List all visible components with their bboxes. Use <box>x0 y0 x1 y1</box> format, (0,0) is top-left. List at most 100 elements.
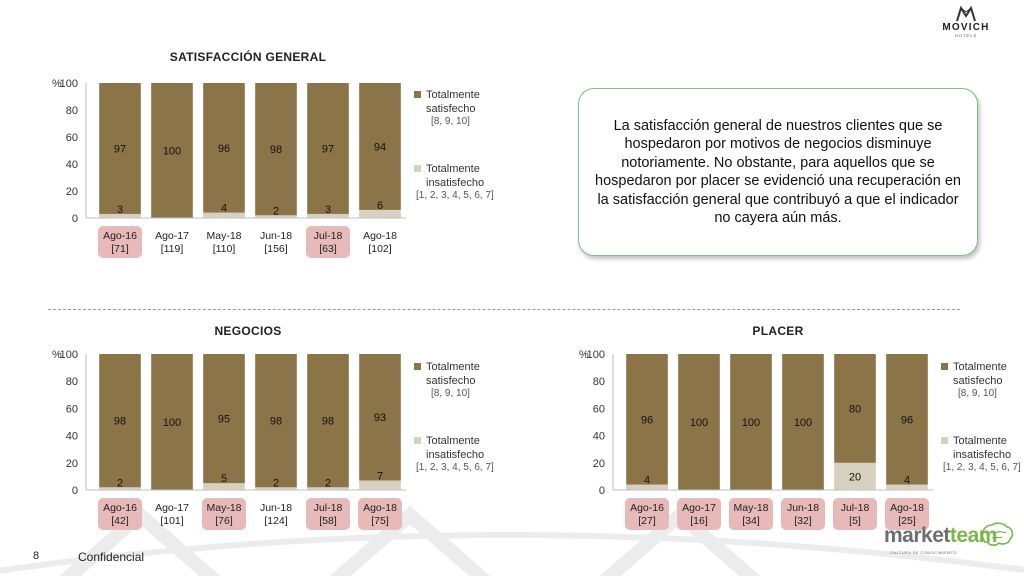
insight-callout: La satisfacción general de nuestros clie… <box>578 88 978 256</box>
x-tick-base: [42] <box>111 515 129 527</box>
movich-logo: MOVICH HOTELS <box>942 6 990 38</box>
y-tick-label: 0 <box>599 485 605 497</box>
data-label-satisfied: 100 <box>690 417 708 429</box>
legend-swatch-satisfied <box>414 91 421 98</box>
bar-satisfied <box>99 354 141 488</box>
x-tick-base: [124] <box>264 515 287 527</box>
data-label-unsatisfied: 2 <box>117 477 123 489</box>
data-label-satisfied: 97 <box>322 143 334 155</box>
x-tick-base: [102] <box>368 243 391 255</box>
y-tick-label: 0 <box>72 485 78 497</box>
data-label-satisfied: 100 <box>163 417 181 429</box>
x-tick-base: [75] <box>371 515 389 527</box>
category-highlight <box>833 498 877 530</box>
bar-satisfied <box>203 354 245 484</box>
data-label-satisfied: 96 <box>641 414 653 426</box>
y-tick-label: 100 <box>587 349 605 361</box>
chart-negocios: NEGOCIOS 0 20 40 60 80 100% 98 2 Ago-16 [42] 100 Ag… <box>0 312 520 540</box>
insight-text: La satisfacción general de nuestros clie… <box>595 117 961 227</box>
legend-scale-unsatisfied: [1, 2, 3, 4, 5, 6, 7] <box>416 462 494 473</box>
data-label-unsatisfied: 5 <box>221 473 227 485</box>
x-tick-label: Ago-17 <box>155 230 189 242</box>
legend-label-satisfied: Totalmente <box>426 89 480 101</box>
data-label-satisfied: 93 <box>374 412 386 424</box>
bar-unsatisfied <box>307 487 349 490</box>
data-label-unsatisfied: 6 <box>377 200 383 212</box>
bar-satisfied <box>730 354 772 490</box>
y-tick-label: 60 <box>66 403 78 415</box>
x-tick-base: [27] <box>638 515 656 527</box>
x-tick-base: [16] <box>690 515 708 527</box>
section-divider <box>48 309 960 310</box>
y-tick-label: 40 <box>66 159 78 171</box>
chart-plot: 0 20 40 60 80 100% 97 3 Ago-16[71] 100 Ago-17[119]… <box>52 78 494 258</box>
y-tick-label: 40 <box>66 431 78 443</box>
legend-swatch-satisfied <box>414 363 421 370</box>
data-label-satisfied: 97 <box>114 143 126 155</box>
x-tick-label: Ago-17 <box>682 502 716 514</box>
y-tick-label: 40 <box>593 431 605 443</box>
category-highlight <box>358 498 402 530</box>
bar-unsatisfied <box>255 215 297 218</box>
y-tick-label: 80 <box>66 105 78 117</box>
legend-label-unsatisfied: insatisfecho <box>426 177 484 189</box>
brain-icon <box>981 522 1014 546</box>
legend-label-unsatisfied: Totalmente <box>426 163 480 175</box>
data-label-satisfied: 98 <box>270 144 282 156</box>
legend-label-unsatisfied: Totalmente <box>953 435 1007 447</box>
category-highlight <box>781 498 825 530</box>
bar-satisfied <box>359 354 401 481</box>
legend-scale-satisfied: [8, 9, 10] <box>958 388 997 399</box>
bar-unsatisfied <box>99 213 141 218</box>
bar-satisfied <box>359 83 401 210</box>
brand-name: MOVICH <box>942 22 990 33</box>
x-tick-label: Ago-16 <box>103 230 137 242</box>
wordmark-part-market: market <box>884 524 950 547</box>
x-tick-label: May-18 <box>733 502 768 514</box>
data-label-unsatisfied: 4 <box>644 475 650 487</box>
legend-swatch-unsatisfied <box>414 437 421 444</box>
chart-plot: 0 20 40 60 80 100% 98 2 Ago-16[42] 100 Ago-17[101]… <box>52 349 494 530</box>
data-label-unsatisfied: 2 <box>325 477 331 489</box>
chart-title: NEGOCIOS <box>214 324 282 338</box>
movich-emblem-icon <box>956 6 976 22</box>
legend-label-unsatisfied: insatisfecho <box>953 449 1011 461</box>
data-label-unsatisfied: 2 <box>273 205 279 217</box>
x-tick-label: Jul-18 <box>314 230 343 242</box>
x-tick-label: Jul-18 <box>314 502 343 514</box>
confidential-label: Confidencial <box>78 550 145 564</box>
category-highlight <box>677 498 721 530</box>
y-axis-label: % <box>579 349 589 361</box>
category-highlight <box>202 498 246 530</box>
chart-placer: PLACER 0 20 40 60 80 100% 96 4 Ago-16 [27] 100 Ago-… <box>528 312 1024 540</box>
legend-scale-unsatisfied: [1, 2, 3, 4, 5, 6, 7] <box>943 462 1021 473</box>
chart-plot: 0 20 40 60 80 100% 96 4 Ago-16[27] 100 Ago-17[16] 1… <box>579 349 1021 530</box>
x-tick-label: Ago-18 <box>363 230 397 242</box>
legend-label-satisfied: Totalmente <box>953 361 1007 373</box>
legend-label-satisfied: satisfecho <box>953 375 1003 387</box>
category-highlight <box>729 498 773 530</box>
data-label-satisfied: 96 <box>218 143 230 155</box>
y-tick-label: 80 <box>593 376 605 388</box>
category-highlight <box>98 226 142 258</box>
chart-title: SATISFACCIÓN GENERAL <box>169 50 327 64</box>
legend-swatch-satisfied <box>941 363 948 370</box>
y-tick-label: 60 <box>66 132 78 144</box>
data-label-satisfied: 80 <box>849 403 861 415</box>
bar-unsatisfied <box>834 462 876 490</box>
bar-satisfied <box>678 354 720 490</box>
x-tick-label: Ago-18 <box>363 502 397 514</box>
legend-scale-satisfied: [8, 9, 10] <box>431 388 470 399</box>
category-highlight <box>306 226 350 258</box>
x-tick-label: Ago-18 <box>890 502 924 514</box>
data-label-unsatisfied: 7 <box>377 470 383 482</box>
y-tick-label: 80 <box>66 376 78 388</box>
x-tick-label: Jul-18 <box>841 502 870 514</box>
wordmark-part-team: team <box>949 524 998 547</box>
data-label-satisfied: 94 <box>374 141 386 153</box>
legend-label-satisfied: satisfecho <box>426 103 476 115</box>
y-tick-label: 20 <box>593 458 605 470</box>
y-tick-label: 20 <box>66 458 78 470</box>
bar-satisfied <box>782 354 824 490</box>
x-tick-base: [156] <box>264 243 287 255</box>
